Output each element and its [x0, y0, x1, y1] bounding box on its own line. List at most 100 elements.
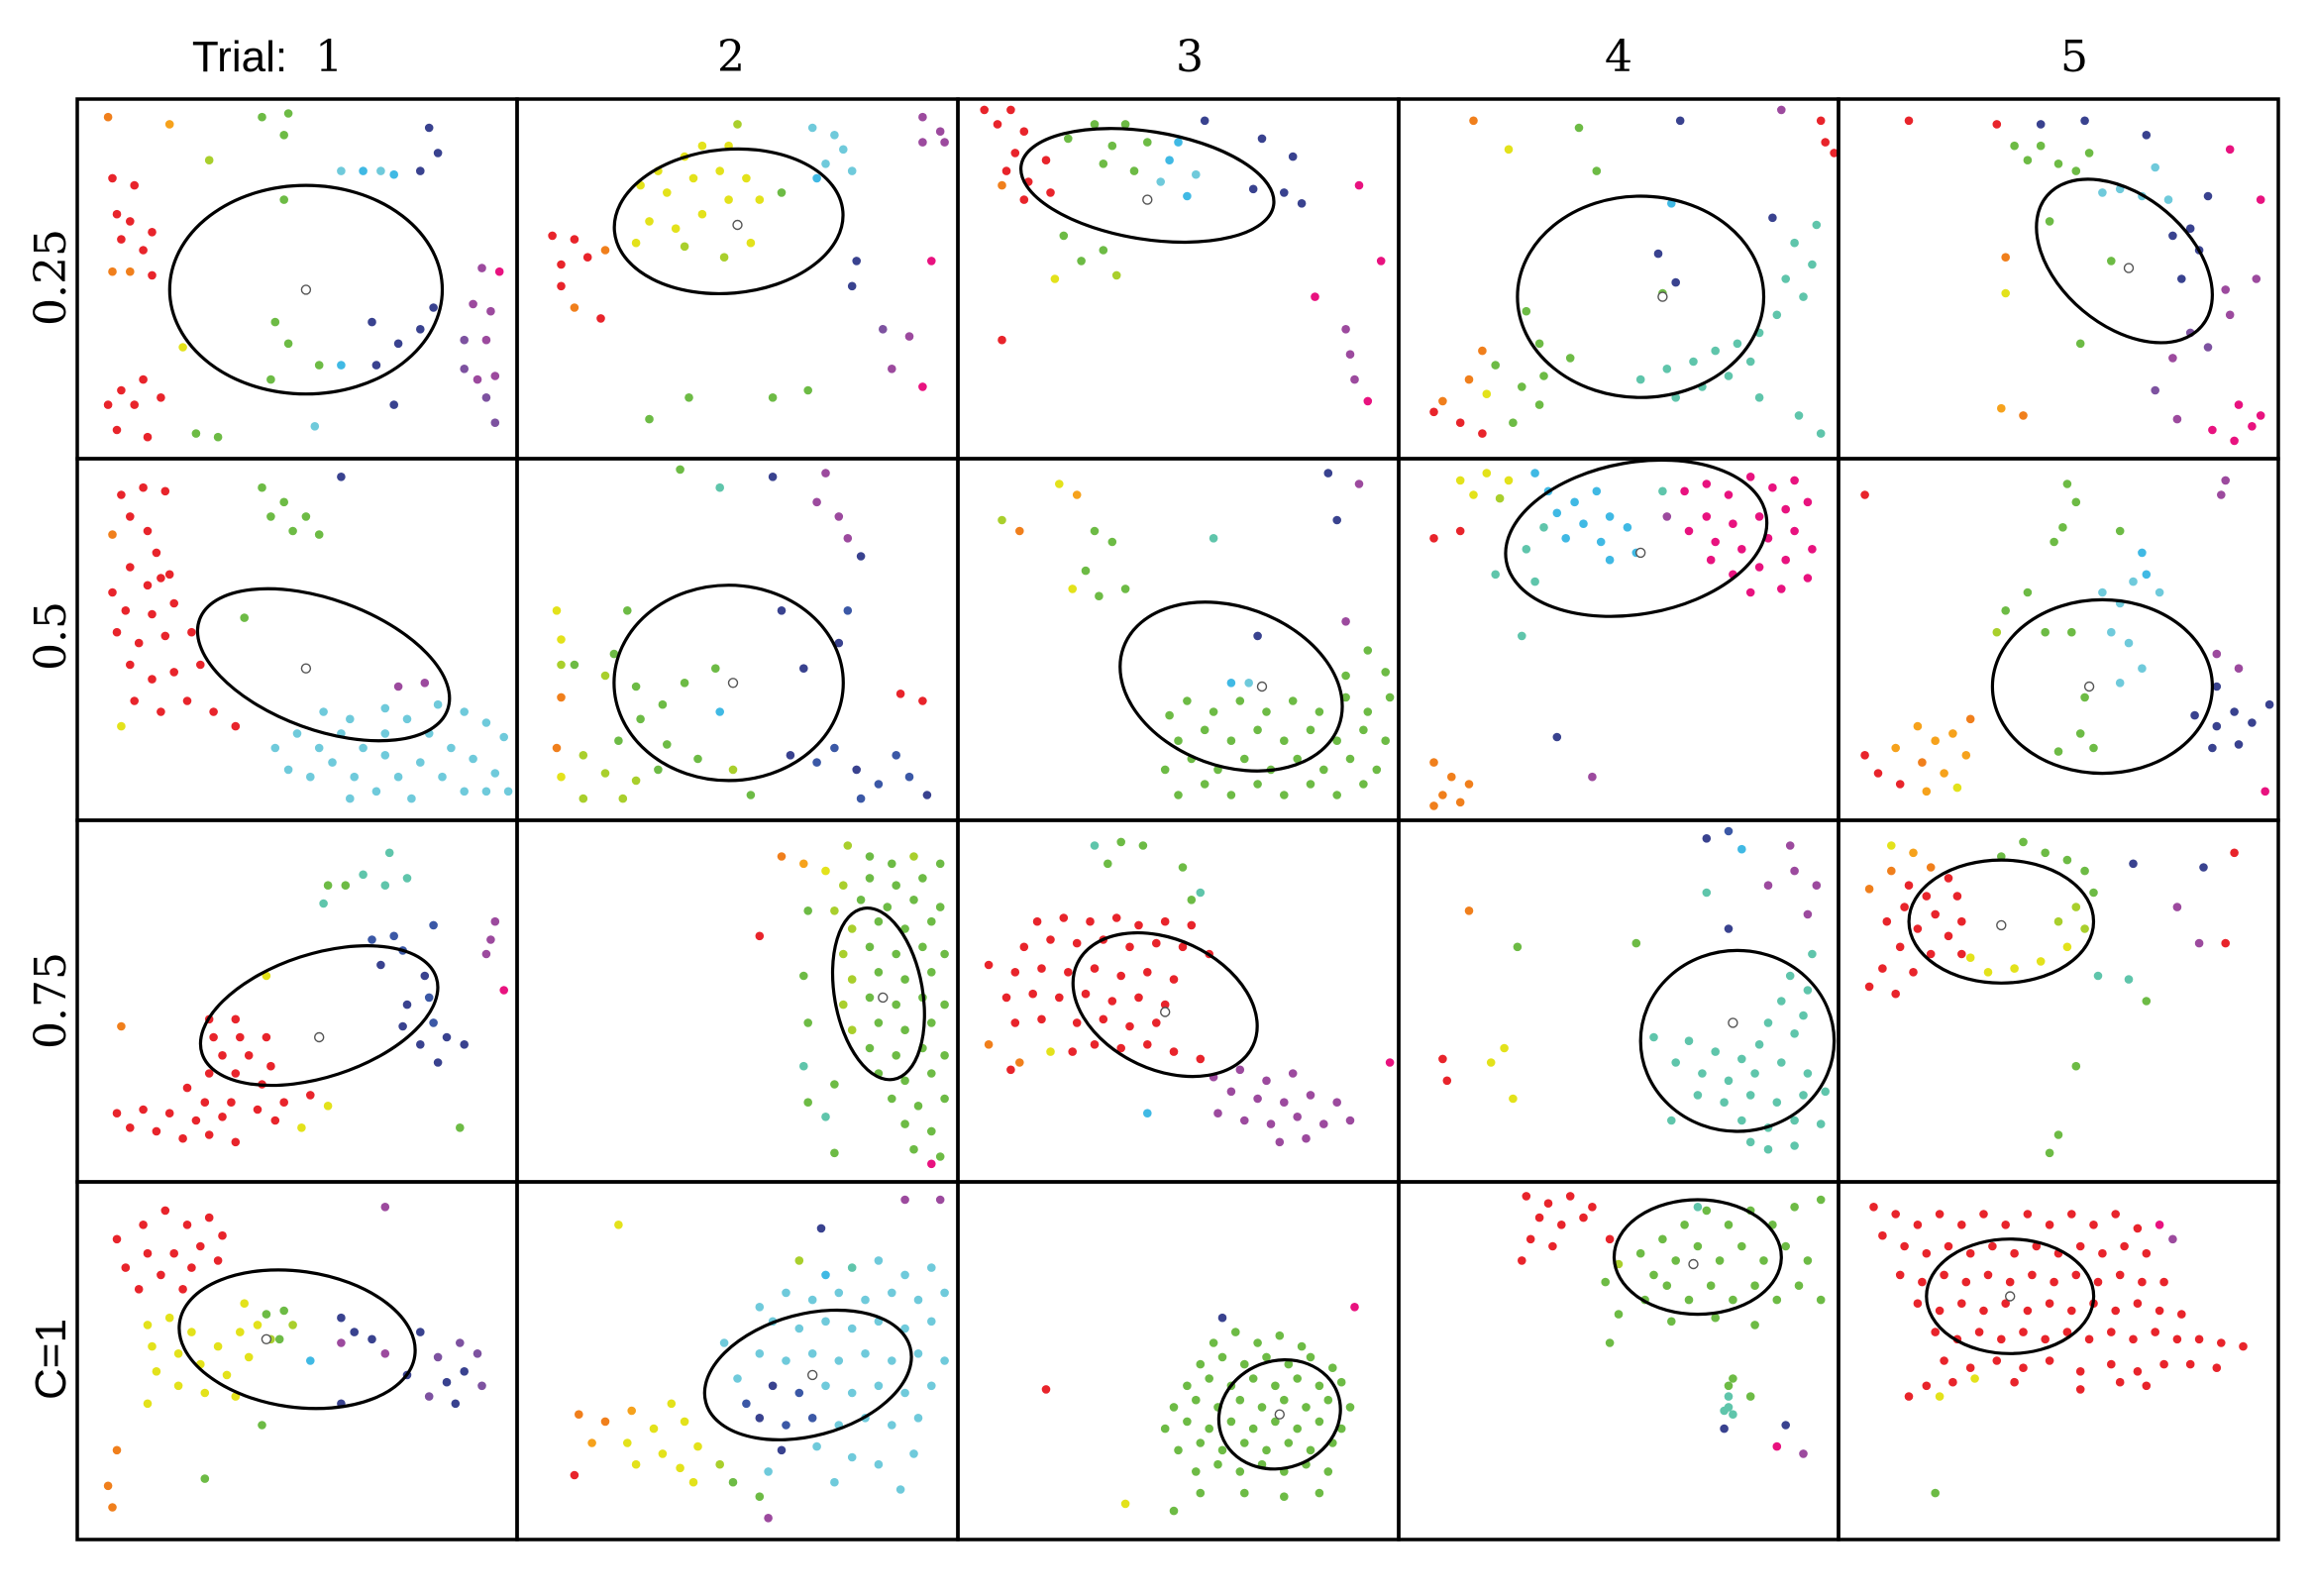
point — [1464, 906, 1474, 915]
point — [631, 776, 641, 786]
point — [1152, 938, 1161, 948]
point — [1799, 1449, 1808, 1458]
row-label-0-5: 0.5 — [26, 601, 76, 671]
point — [618, 794, 628, 803]
point — [742, 173, 751, 183]
point — [1948, 1377, 1957, 1387]
point — [782, 1356, 790, 1365]
point — [865, 1043, 875, 1053]
point — [1006, 1065, 1015, 1075]
point — [667, 1399, 677, 1409]
point — [799, 971, 808, 981]
point — [380, 729, 390, 738]
point — [557, 772, 566, 782]
point — [429, 920, 438, 930]
point — [2084, 149, 2094, 158]
point — [2138, 664, 2147, 673]
point — [433, 1352, 443, 1362]
point — [1803, 497, 1813, 507]
point — [1311, 292, 1319, 301]
point — [1904, 1392, 1914, 1401]
point — [1534, 339, 1544, 349]
point — [2075, 339, 2085, 349]
point — [697, 209, 707, 219]
point — [182, 696, 192, 705]
point — [1041, 1385, 1051, 1394]
point — [477, 264, 486, 272]
point — [1072, 1018, 1082, 1027]
point — [139, 482, 148, 492]
point — [1205, 1374, 1213, 1383]
point — [191, 1116, 201, 1125]
point — [2032, 1241, 2042, 1251]
point — [200, 1388, 210, 1398]
point — [376, 960, 385, 970]
panel-0-25-col-2 — [515, 97, 960, 461]
panel-0-5-col-5 — [1837, 457, 2280, 822]
point — [1235, 1467, 1245, 1476]
point — [1816, 1295, 1826, 1305]
point — [1635, 1248, 1645, 1258]
point — [980, 105, 989, 115]
point — [121, 606, 131, 615]
point — [481, 393, 491, 402]
point — [596, 314, 605, 323]
point — [1345, 350, 1355, 360]
point — [1235, 1395, 1245, 1405]
point — [807, 1295, 817, 1305]
point — [416, 166, 425, 175]
point — [380, 751, 390, 760]
point — [499, 732, 508, 742]
point — [1504, 476, 1514, 485]
point — [1143, 138, 1152, 147]
point — [341, 881, 351, 890]
point — [231, 1014, 241, 1024]
point — [442, 1377, 452, 1387]
point — [1341, 671, 1350, 681]
point — [1015, 526, 1024, 536]
point — [447, 743, 456, 753]
point — [1922, 892, 1932, 901]
panel-frame — [1837, 1180, 2280, 1542]
point — [1209, 707, 1218, 716]
point — [1552, 508, 1562, 518]
point — [1160, 1424, 1170, 1434]
point — [1799, 1091, 1808, 1100]
point — [1010, 1018, 1020, 1027]
point — [1354, 479, 1364, 488]
point — [1860, 751, 1869, 760]
point — [697, 141, 707, 151]
point — [803, 906, 812, 915]
point — [2221, 476, 2230, 485]
point — [187, 1328, 196, 1336]
point — [1873, 769, 1883, 778]
point — [578, 751, 588, 760]
point — [121, 1263, 131, 1272]
point — [1169, 1047, 1179, 1056]
point — [433, 149, 443, 158]
point — [913, 1414, 923, 1423]
point — [1253, 631, 1262, 641]
point — [1693, 1241, 1703, 1251]
point — [1724, 1392, 1734, 1401]
point — [1064, 968, 1073, 977]
point — [1319, 765, 1328, 775]
point — [1438, 1054, 1447, 1064]
point — [834, 638, 844, 648]
point — [1336, 1424, 1346, 1434]
point — [1702, 888, 1712, 898]
point — [279, 1098, 289, 1107]
center-marker — [1142, 194, 1153, 205]
point — [900, 1195, 909, 1205]
point — [1090, 526, 1100, 536]
point — [2142, 131, 2152, 140]
point — [2172, 1334, 2182, 1344]
point — [1160, 1000, 1170, 1010]
point — [2019, 1328, 2028, 1336]
point — [2264, 699, 2274, 709]
point — [1931, 1488, 1940, 1498]
point — [2089, 888, 2098, 898]
confidence-ellipse — [1071, 930, 1259, 1079]
point — [803, 1098, 812, 1107]
panel-c-1-col-5 — [1837, 1180, 2280, 1542]
